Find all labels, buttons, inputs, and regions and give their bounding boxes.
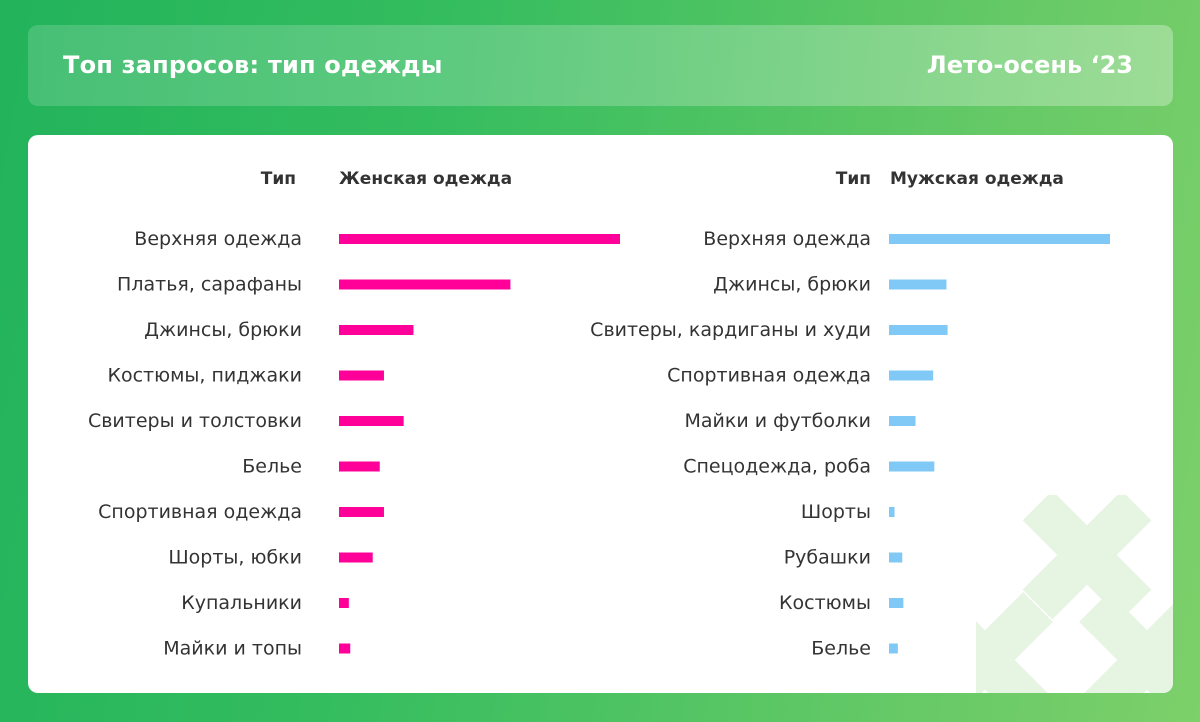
period-label: Лето-осень ‘23 <box>926 51 1133 79</box>
men-category-label: Белье <box>811 638 871 660</box>
women-bar <box>339 416 404 426</box>
men-bar <box>889 552 903 563</box>
women-bar <box>339 507 384 517</box>
women-category-label: Костюмы, пиджаки <box>107 365 302 387</box>
women-category-label: Шорты, юбки <box>168 547 302 569</box>
men-category-label: Рубашки <box>784 547 871 569</box>
men-category-label: Спецодежда, роба <box>683 456 871 478</box>
men-category-label: Свитеры, кардиганы и худи <box>590 319 871 341</box>
women-bar <box>339 279 511 290</box>
men-category-label: Верхняя одежда <box>703 228 871 250</box>
men-bar <box>889 507 895 517</box>
header-banner: Топ запросов: тип одежды Лето-осень ‘23 <box>28 25 1173 106</box>
men-bar <box>889 370 934 381</box>
women-category-label: Белье <box>242 456 302 478</box>
women-bar <box>339 325 414 335</box>
women-category-label: Платья, сарафаны <box>117 274 302 296</box>
women-bar <box>339 552 373 563</box>
women-bar <box>339 643 351 654</box>
bar-charts: Тип Женская одежда Верхняя одежда Платья, с… <box>88 169 1110 660</box>
women-bar <box>339 598 349 608</box>
men-bar <box>889 598 904 608</box>
men-bar <box>889 234 1110 244</box>
women-category-label: Купальники <box>181 592 302 614</box>
women-bar <box>339 234 620 244</box>
page-title: Топ запросов: тип одежды <box>63 51 443 79</box>
watermark-logo <box>976 495 1173 693</box>
women-bar <box>339 461 380 472</box>
men-category-label: Джинсы, брюки <box>713 274 871 296</box>
women-category-label: Свитеры и толстовки <box>88 410 302 432</box>
women-category-label: Спортивная одежда <box>98 501 302 523</box>
women-category-label: Майки и топы <box>163 638 302 660</box>
women-category-label: Верхняя одежда <box>134 228 302 250</box>
men-bar <box>889 461 935 472</box>
men-bar <box>889 279 947 290</box>
chart-card: Тип Женская одежда Верхняя одежда Платья, с… <box>28 135 1173 693</box>
men-series-header: Мужская одежда <box>890 169 1064 189</box>
women-type-header: Тип <box>261 169 296 189</box>
men-category-label: Костюмы <box>779 592 871 614</box>
women-bar <box>339 370 384 381</box>
men-bar <box>889 643 898 654</box>
men-category-label: Майки и футболки <box>684 410 871 432</box>
men-category-label: Шорты <box>801 501 871 523</box>
men-bar <box>889 416 916 426</box>
women-category-label: Джинсы, брюки <box>144 319 302 341</box>
women-series-header: Женская одежда <box>339 169 512 189</box>
men-category-label: Спортивная одежда <box>667 365 871 387</box>
men-bar <box>889 325 948 335</box>
men-type-header: Тип <box>836 169 871 189</box>
